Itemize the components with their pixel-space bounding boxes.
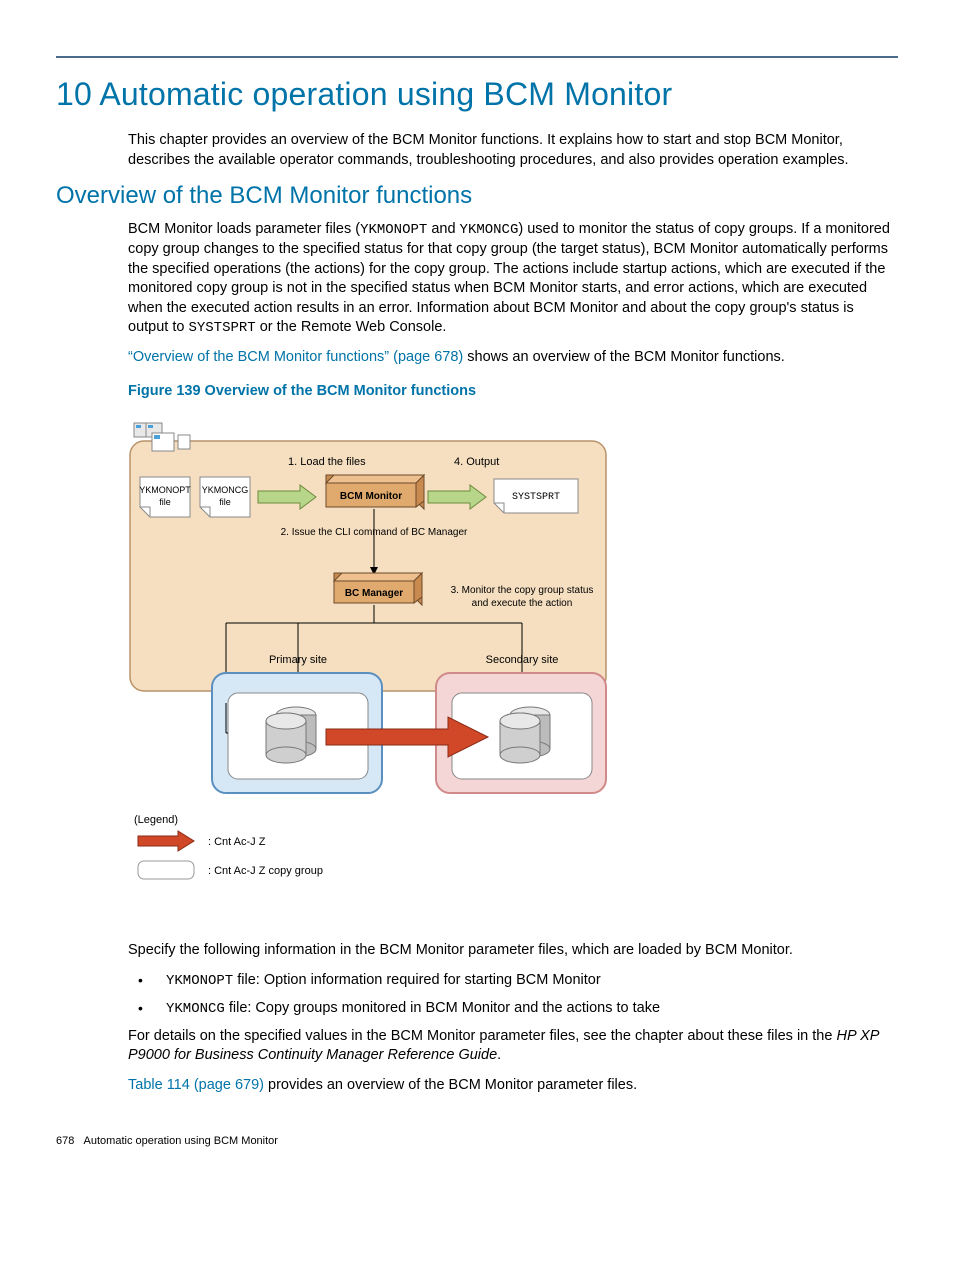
para4-a: For details on the specified values in t…: [128, 1028, 836, 1044]
para-4: For details on the specified values in t…: [128, 1027, 898, 1066]
primary-label: Primary site: [269, 654, 327, 666]
bullet-1: YKMONOPT file: Option information requir…: [128, 971, 898, 991]
primary-cylinders: [266, 707, 316, 763]
svg-text:: Cnt Ac-J Z copy group: : Cnt Ac-J Z copy group: [208, 865, 323, 877]
bc-manager-box: BC Manager: [334, 573, 422, 605]
chapter-intro-block: This chapter provides an overview of the…: [128, 131, 898, 170]
section-title: Overview of the BCM Monitor functions: [56, 182, 898, 210]
bullet2-text: file: Copy groups monitored in BCM Monit…: [225, 1000, 660, 1016]
step4-label: 4. Output: [454, 456, 499, 468]
svg-text:BCM Monitor: BCM Monitor: [340, 491, 402, 502]
para-5: Table 114 (page 679) provides an overvie…: [128, 1076, 898, 1096]
bullet-list: YKMONOPT file: Option information requir…: [128, 971, 898, 1019]
svg-text:BC Manager: BC Manager: [345, 588, 403, 599]
step3-label-2: and execute the action: [472, 598, 573, 609]
bcm-monitor-box: BCM Monitor: [326, 475, 424, 509]
chapter-title: 10 Automatic operation using BCM Monitor: [56, 76, 898, 113]
secondary-label: Secondary site: [486, 654, 559, 666]
para5-tail: provides an overview of the BCM Monitor …: [264, 1077, 637, 1093]
legend-item-1: : Cnt Ac-J Z: [138, 831, 266, 851]
bullet1-text: file: Option information required for st…: [233, 972, 600, 988]
ykmoncg-file: YKMONCG file: [200, 477, 250, 517]
para2-tail: shows an overview of the BCM Monitor fun…: [463, 349, 785, 365]
footer-text: Automatic operation using BCM Monitor: [84, 1135, 278, 1147]
bullet2-code: YKMONCG: [166, 1001, 225, 1017]
legend-title: (Legend): [134, 814, 178, 826]
figure-139-diagram: 1. Load the files 4. Output YKMONOPT fil…: [128, 413, 898, 923]
chapter-intro: This chapter provides an overview of the…: [128, 131, 898, 170]
para4-b: .: [497, 1047, 501, 1063]
step1-label: 1. Load the files: [288, 456, 366, 468]
secondary-cylinders: [500, 707, 550, 763]
code-ykmoncg: YKMONCG: [460, 222, 519, 238]
svg-text:YKMONCG: YKMONCG: [202, 485, 249, 495]
bullet-2: YKMONCG file: Copy groups monitored in B…: [128, 999, 898, 1019]
para1-d: or the Remote Web Console.: [256, 319, 447, 335]
page-footer: 678 Automatic operation using BCM Monito…: [56, 1135, 898, 1147]
code-ykmonopt: YKMONOPT: [360, 222, 427, 238]
code-systsprt: SYSTSPRT: [188, 320, 255, 336]
footer-page: 678: [56, 1135, 74, 1147]
svg-text:SYSTSPRT: SYSTSPRT: [512, 492, 560, 503]
svg-text:file: file: [159, 497, 171, 507]
svg-text:YKMONOPT: YKMONOPT: [139, 485, 191, 495]
step3-label-1: 3. Monitor the copy group status: [451, 585, 594, 596]
para1-c: ) used to monitor the status of copy gro…: [128, 221, 890, 335]
para-1: BCM Monitor loads parameter files (YKMON…: [128, 220, 898, 338]
bullet1-code: YKMONOPT: [166, 973, 233, 989]
para1-a: BCM Monitor loads parameter files (: [128, 221, 360, 237]
link-table114[interactable]: Table 114 (page 679): [128, 1077, 264, 1093]
ykmonopt-file: YKMONOPT file: [139, 477, 191, 517]
para-3: Specify the following information in the…: [128, 941, 898, 961]
legend-item-2: : Cnt Ac-J Z copy group: [138, 861, 323, 879]
svg-text:file: file: [219, 497, 231, 507]
svg-text:: Cnt Ac-J Z: : Cnt Ac-J Z: [208, 836, 266, 848]
para-2: “Overview of the BCM Monitor functions” …: [128, 348, 898, 368]
para1-b: and: [427, 221, 459, 237]
section-body: BCM Monitor loads parameter files (YKMON…: [128, 220, 898, 1095]
top-rule: [56, 56, 898, 58]
link-overview[interactable]: “Overview of the BCM Monitor functions” …: [128, 349, 463, 365]
figure-caption: Figure 139 Overview of the BCM Monitor f…: [128, 382, 898, 402]
systsprt-file: SYSTSPRT: [494, 479, 578, 513]
